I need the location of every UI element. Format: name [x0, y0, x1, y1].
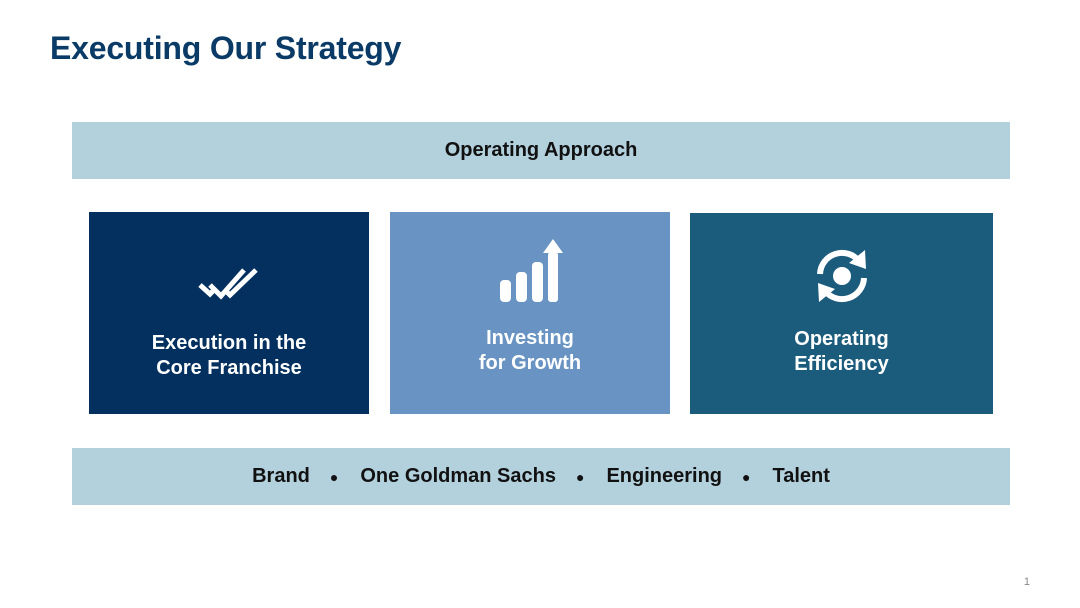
page-number: 1: [1023, 576, 1030, 588]
slide-title: Executing Our Strategy: [50, 30, 402, 66]
pillar-one-goldman-sachs: One Goldman Sachs: [360, 465, 556, 487]
card-investing: Investing for Growth: [390, 212, 670, 414]
double-check-icon: [196, 230, 262, 304]
pillar-brand: Brand: [252, 465, 310, 487]
operating-approach-band: Operating Approach: [72, 122, 1010, 179]
bullet-separator: ●: [329, 468, 339, 485]
card-efficiency: Operating Efficiency: [690, 213, 993, 414]
bullet-separator: ●: [575, 468, 585, 485]
pillar-talent: Talent: [772, 465, 830, 487]
growth-bars-icon: [497, 230, 563, 304]
bullet-separator: ●: [742, 468, 751, 485]
cycle-icon: [812, 231, 872, 305]
pillars-list: Brand ● One Goldman Sachs ● Engineering …: [252, 465, 830, 488]
card-label: Operating Efficiency: [794, 328, 889, 375]
card-label: Execution in the Core Franchise: [151, 332, 307, 379]
card-execution: Execution in the Core Franchise: [89, 212, 369, 414]
card-label: Investing for Growth: [478, 327, 582, 374]
operating-approach-label: Operating Approach: [444, 139, 638, 161]
pillars-band: Brand ● One Goldman Sachs ● Engineering …: [72, 448, 1010, 505]
pillar-engineering: Engineering: [606, 465, 723, 487]
